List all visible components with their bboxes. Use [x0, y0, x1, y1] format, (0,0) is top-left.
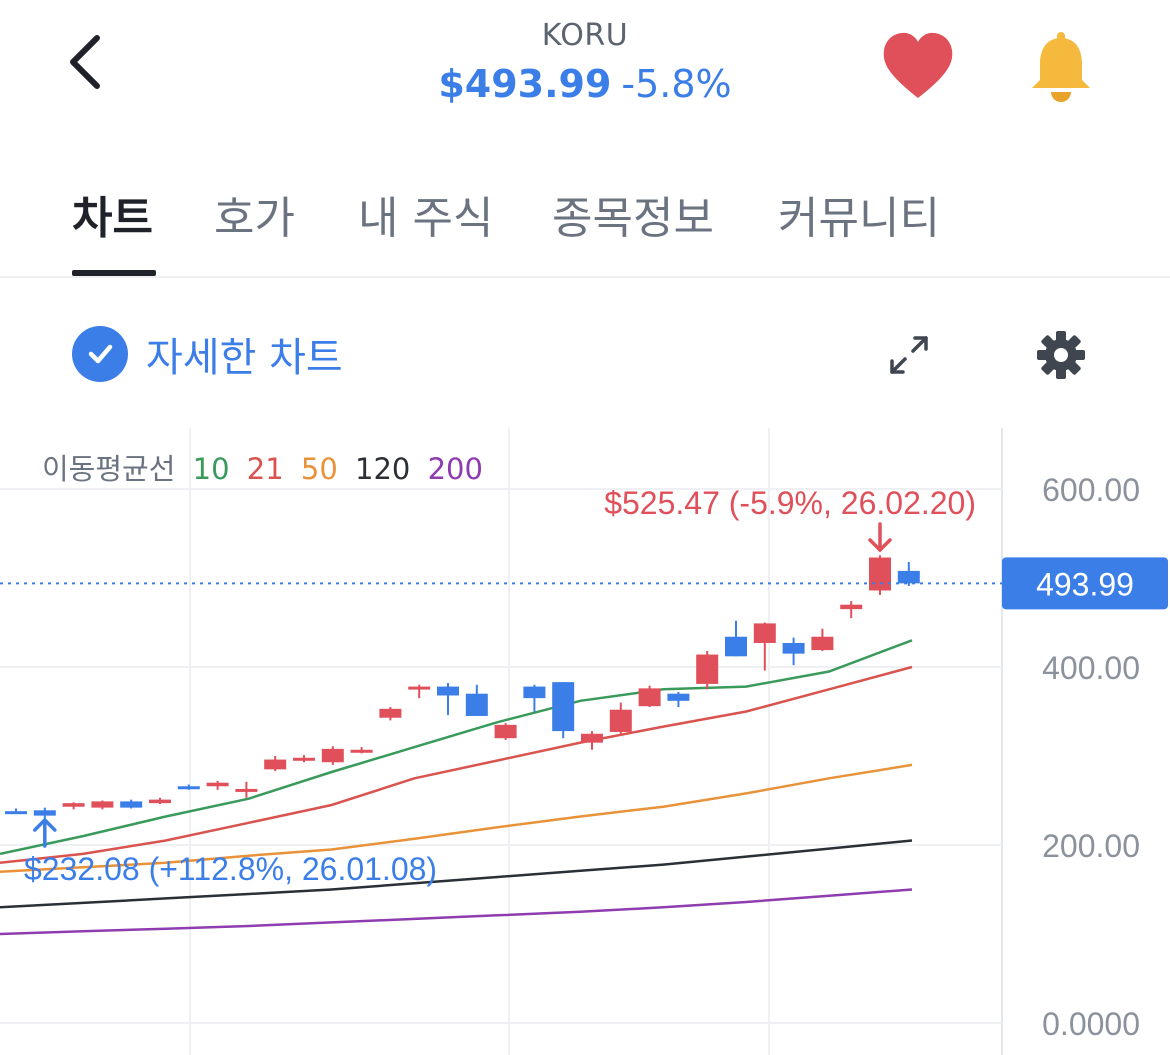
ma-50-line — [0, 763, 913, 873]
candle-body — [321, 748, 344, 763]
candle-body — [869, 557, 891, 591]
tab-chart[interactable]: 차트 — [72, 193, 153, 244]
candle-body — [811, 636, 834, 651]
ma-50-label: 50 — [300, 452, 338, 486]
y-axis-tick-label: 600.00 — [1042, 472, 1140, 508]
moving-average-legend: 이동평균선 10 21 50 120 200 — [42, 446, 483, 488]
price-summary: $493.99 -5.8% — [0, 62, 1170, 106]
expand-icon — [890, 336, 928, 374]
tab-bar: 차트 호가 내 주식 종목정보 커뮤니티 — [0, 160, 1170, 278]
candle-body — [379, 708, 402, 718]
min-price-arrow — [33, 817, 57, 848]
candle-body — [177, 786, 200, 790]
price-change: -5.8% — [621, 62, 732, 106]
ma-120-line — [0, 839, 913, 909]
bell-icon — [1032, 32, 1090, 102]
candle-body — [408, 686, 431, 690]
tab-orderbook[interactable]: 호가 — [214, 193, 295, 244]
tab-community[interactable]: 커뮤니티 — [778, 193, 940, 244]
current-price: $493.99 — [438, 62, 612, 106]
candle-body — [609, 709, 632, 732]
candle-body — [293, 757, 315, 761]
checkbox-checked — [72, 326, 128, 382]
tab-stock-info[interactable]: 종목정보 — [552, 193, 714, 244]
candle-body — [667, 693, 690, 701]
candle-body — [494, 724, 517, 739]
candle-body — [120, 801, 143, 808]
detailed-chart-label: 자세한 차트 — [146, 335, 343, 381]
max-price-annotation: $525.47 (-5.9%, 26.02.20) — [604, 485, 976, 521]
candle-body — [465, 693, 488, 716]
candle-body — [264, 759, 287, 770]
candle-body — [552, 682, 575, 732]
ma-200-line — [0, 888, 913, 936]
active-tab-indicator — [72, 270, 156, 276]
candle-body — [725, 636, 747, 657]
candle-body — [33, 810, 56, 816]
candle-body — [206, 782, 229, 787]
heart-icon — [883, 32, 953, 99]
candle-body — [753, 623, 776, 643]
y-axis-tick-label: 200.00 — [1042, 828, 1140, 864]
price-chart[interactable]: 600.00 400.00 200.00 0.0000 493.99 $525.47 (-… — [0, 425, 1170, 1055]
y-axis-tick-label: 400.00 — [1042, 650, 1140, 686]
ma-21-label: 21 — [246, 452, 284, 486]
ma-21-line — [0, 665, 913, 865]
chart-settings-button[interactable] — [1034, 328, 1088, 382]
tab-my-stocks[interactable]: 내 주식 — [358, 193, 494, 244]
candle-body — [62, 803, 85, 807]
candle-body — [350, 749, 373, 753]
back-button[interactable] — [50, 22, 120, 102]
detailed-chart-toggle[interactable]: 자세한 차트 — [72, 322, 343, 386]
ma-legend-title: 이동평균선 — [42, 452, 176, 486]
candle-body — [696, 654, 719, 684]
favorite-button[interactable] — [880, 30, 956, 106]
current-price-tag — [1002, 557, 1168, 610]
candle-body — [782, 642, 805, 654]
ma-10-label: 10 — [192, 452, 230, 486]
candle-body — [437, 686, 459, 696]
candle-body — [523, 686, 546, 699]
ticker-symbol: KORU — [541, 18, 629, 53]
min-price-annotation: $232.08 (+112.8%, 26.01.08) — [24, 851, 437, 887]
y-axis-tick-label: 0.0000 — [1042, 1006, 1140, 1042]
candle-body — [235, 788, 258, 792]
ma-200-label: 200 — [427, 452, 483, 486]
ma-10-line — [0, 639, 913, 856]
candle-body — [91, 801, 114, 808]
candle-body — [840, 604, 863, 610]
check-icon — [88, 344, 113, 364]
candle-body — [581, 733, 603, 743]
max-price-arrow — [868, 522, 892, 553]
stock-header: KORU $493.99 -5.8% — [0, 0, 1170, 140]
candle-body — [5, 811, 27, 815]
current-price-label: 493.99 — [1036, 566, 1134, 602]
candle-body — [638, 688, 661, 707]
candle-body — [897, 570, 920, 584]
candle-body — [149, 799, 171, 804]
expand-chart-button[interactable] — [884, 330, 934, 380]
price-alert-button[interactable] — [1026, 30, 1096, 106]
ma-120-label: 120 — [355, 452, 411, 486]
chevron-left-icon — [70, 35, 100, 89]
gear-icon — [1037, 331, 1085, 379]
